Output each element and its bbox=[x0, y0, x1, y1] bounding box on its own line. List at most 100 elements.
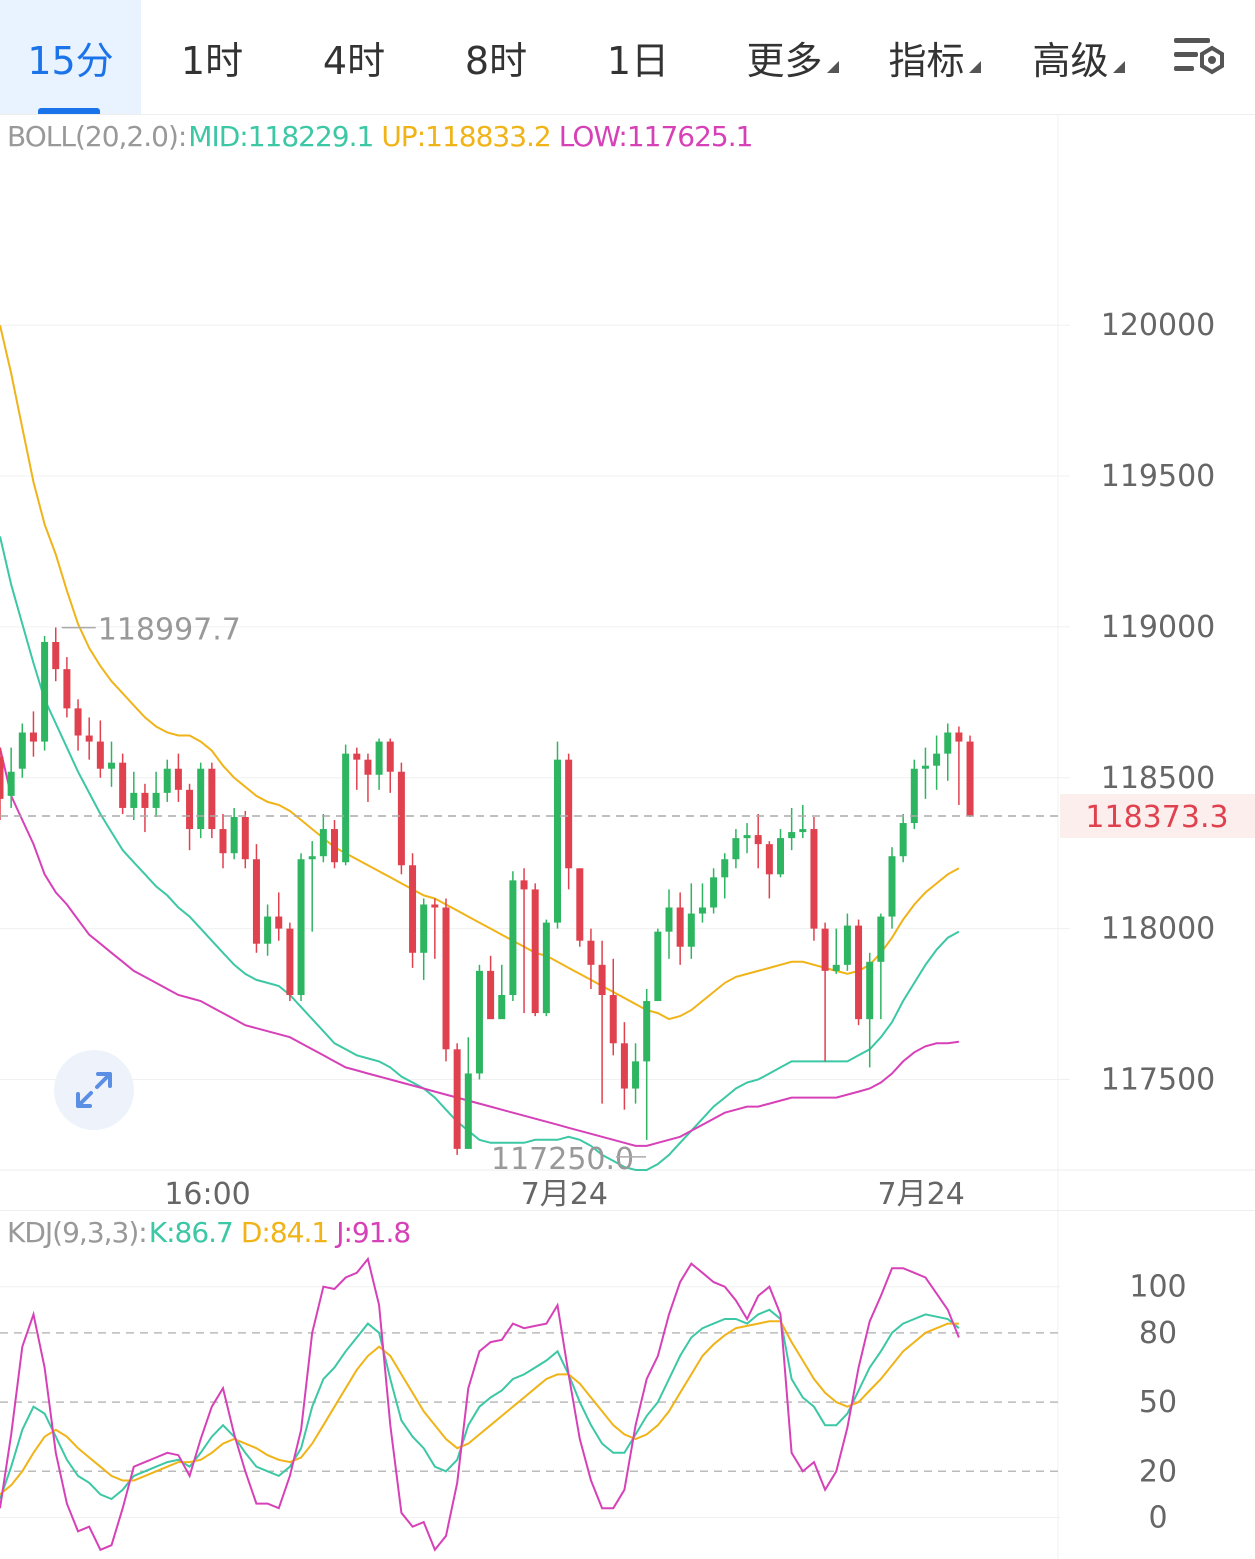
candle-body bbox=[96, 741, 104, 769]
current-price-label: 118373.3 bbox=[1085, 800, 1228, 835]
candle-body bbox=[431, 904, 439, 908]
candle-body bbox=[308, 856, 316, 860]
candle-body bbox=[843, 925, 851, 965]
candle-body bbox=[74, 708, 82, 736]
kdj-j-line bbox=[0, 1256, 960, 1552]
candle-body bbox=[141, 792, 149, 808]
kdj-k: K:86.7 bbox=[148, 1216, 234, 1249]
candle-body bbox=[41, 642, 49, 742]
y-tick-label: 118000 bbox=[1101, 912, 1216, 947]
candle-body bbox=[554, 759, 561, 923]
boll-low: LOW:117625.1 bbox=[558, 120, 754, 153]
candle-body bbox=[375, 741, 383, 775]
candle-body bbox=[721, 859, 729, 878]
candle-body bbox=[877, 916, 885, 962]
tab-15min[interactable]: 15分 bbox=[0, 0, 141, 114]
boll-low-line bbox=[0, 747, 960, 1147]
candle-body bbox=[453, 1049, 461, 1149]
candle-body bbox=[810, 829, 818, 929]
candle-body bbox=[7, 771, 15, 796]
boll-legend: BOLL(20,2.0):MID:118229.1 UP:118833.2 LOW:… bbox=[7, 120, 760, 153]
candle-body bbox=[275, 916, 283, 929]
candle-body bbox=[208, 768, 216, 830]
candle-body bbox=[353, 753, 361, 760]
expand-chart-button[interactable] bbox=[54, 1050, 134, 1130]
price-chart[interactable]: 120000 119500 119000 118500 118000 117500 16:0… bbox=[0, 114, 1255, 1224]
x-tick-label: 16:00 bbox=[164, 1177, 250, 1212]
candle-body bbox=[364, 759, 372, 775]
candle-body bbox=[342, 753, 350, 863]
kdj-y-tick-label: 20 bbox=[1139, 1454, 1177, 1489]
timeframe-tabs: 15分 1时 4时 8时 1日 更多 指标 高级 bbox=[0, 0, 1255, 114]
candle-body bbox=[498, 995, 506, 1020]
candle-body bbox=[297, 859, 305, 996]
candle-body bbox=[676, 907, 684, 947]
active-tab-underline bbox=[38, 108, 100, 114]
tab-label: 指标 bbox=[888, 38, 965, 83]
candle-body bbox=[765, 844, 773, 875]
candle-body bbox=[252, 859, 260, 944]
candle-body bbox=[866, 961, 874, 1020]
candle-body bbox=[710, 877, 718, 908]
tab-advanced[interactable]: 高级 bbox=[1006, 0, 1151, 114]
max-price-label: 118997.7 bbox=[98, 613, 241, 648]
boll-mid-line bbox=[0, 536, 960, 1171]
candle-body bbox=[264, 916, 272, 944]
candle-body bbox=[598, 964, 606, 996]
kdj-y-tick-label: 50 bbox=[1139, 1385, 1177, 1420]
candle-body bbox=[0, 756, 4, 799]
candle-body bbox=[788, 832, 796, 839]
candle-body bbox=[130, 792, 138, 808]
tab-1h[interactable]: 1时 bbox=[141, 0, 283, 114]
tab-1d[interactable]: 1日 bbox=[567, 0, 709, 114]
current-price-tag bbox=[1060, 793, 1255, 838]
boll-up-line bbox=[0, 324, 960, 1021]
kdj-y-tick-label: 80 bbox=[1139, 1316, 1177, 1351]
boll-mid: MID:118229.1 bbox=[188, 120, 374, 153]
candle-body bbox=[397, 771, 405, 866]
y-tick-label: 117500 bbox=[1101, 1062, 1216, 1097]
candle-body bbox=[565, 759, 573, 869]
candle-body bbox=[163, 768, 171, 793]
candle-body bbox=[687, 913, 695, 947]
candle-body bbox=[832, 964, 840, 971]
candle-body bbox=[230, 816, 238, 854]
candle-body bbox=[899, 823, 907, 857]
candle-body bbox=[855, 925, 863, 1020]
candle-body bbox=[531, 889, 539, 1014]
kdj-legend: KDJ(9,3,3):K:86.7 D:84.1 J:91.8 bbox=[7, 1216, 418, 1249]
kdj-d-line bbox=[0, 1320, 959, 1496]
candle-body bbox=[186, 789, 194, 830]
chart-settings-button[interactable] bbox=[1160, 0, 1240, 114]
candle-body bbox=[542, 922, 550, 1014]
candle-body bbox=[743, 835, 751, 839]
kdj-y-tick-label: 0 bbox=[1148, 1500, 1167, 1535]
boll-name: BOLL(20,2.0): bbox=[7, 120, 187, 153]
y-tick-label: 119000 bbox=[1101, 610, 1216, 645]
tab-indicators[interactable]: 指标 bbox=[862, 0, 1007, 114]
candle-body bbox=[219, 829, 227, 854]
candle-body bbox=[732, 838, 740, 860]
candle-body bbox=[509, 880, 517, 996]
dropdown-corner-icon bbox=[968, 61, 981, 73]
candle-body bbox=[966, 741, 974, 817]
tab-8h[interactable]: 8时 bbox=[425, 0, 567, 114]
tab-label: 1时 bbox=[180, 38, 244, 83]
candle-body bbox=[576, 868, 584, 941]
kdj-chart[interactable]: 100 80 50 20 0 bbox=[0, 1211, 1255, 1559]
candle-body bbox=[698, 907, 706, 914]
tab-label: 15分 bbox=[27, 38, 114, 83]
candle-body bbox=[152, 792, 160, 808]
candle-body bbox=[609, 995, 617, 1044]
tab-more[interactable]: 更多 bbox=[720, 0, 865, 114]
candle-body bbox=[520, 880, 528, 890]
panel-divider bbox=[0, 1210, 1255, 1211]
candle-body bbox=[52, 642, 60, 670]
tab-4h[interactable]: 4时 bbox=[283, 0, 425, 114]
chart-settings-icon bbox=[1174, 38, 1224, 75]
x-tick-label: 7月24 bbox=[878, 1177, 965, 1212]
kdj-name: KDJ(9,3,3): bbox=[7, 1216, 148, 1249]
candle-body bbox=[464, 1073, 472, 1149]
kdj-j: J:91.8 bbox=[336, 1216, 411, 1249]
candle-body bbox=[174, 768, 182, 790]
